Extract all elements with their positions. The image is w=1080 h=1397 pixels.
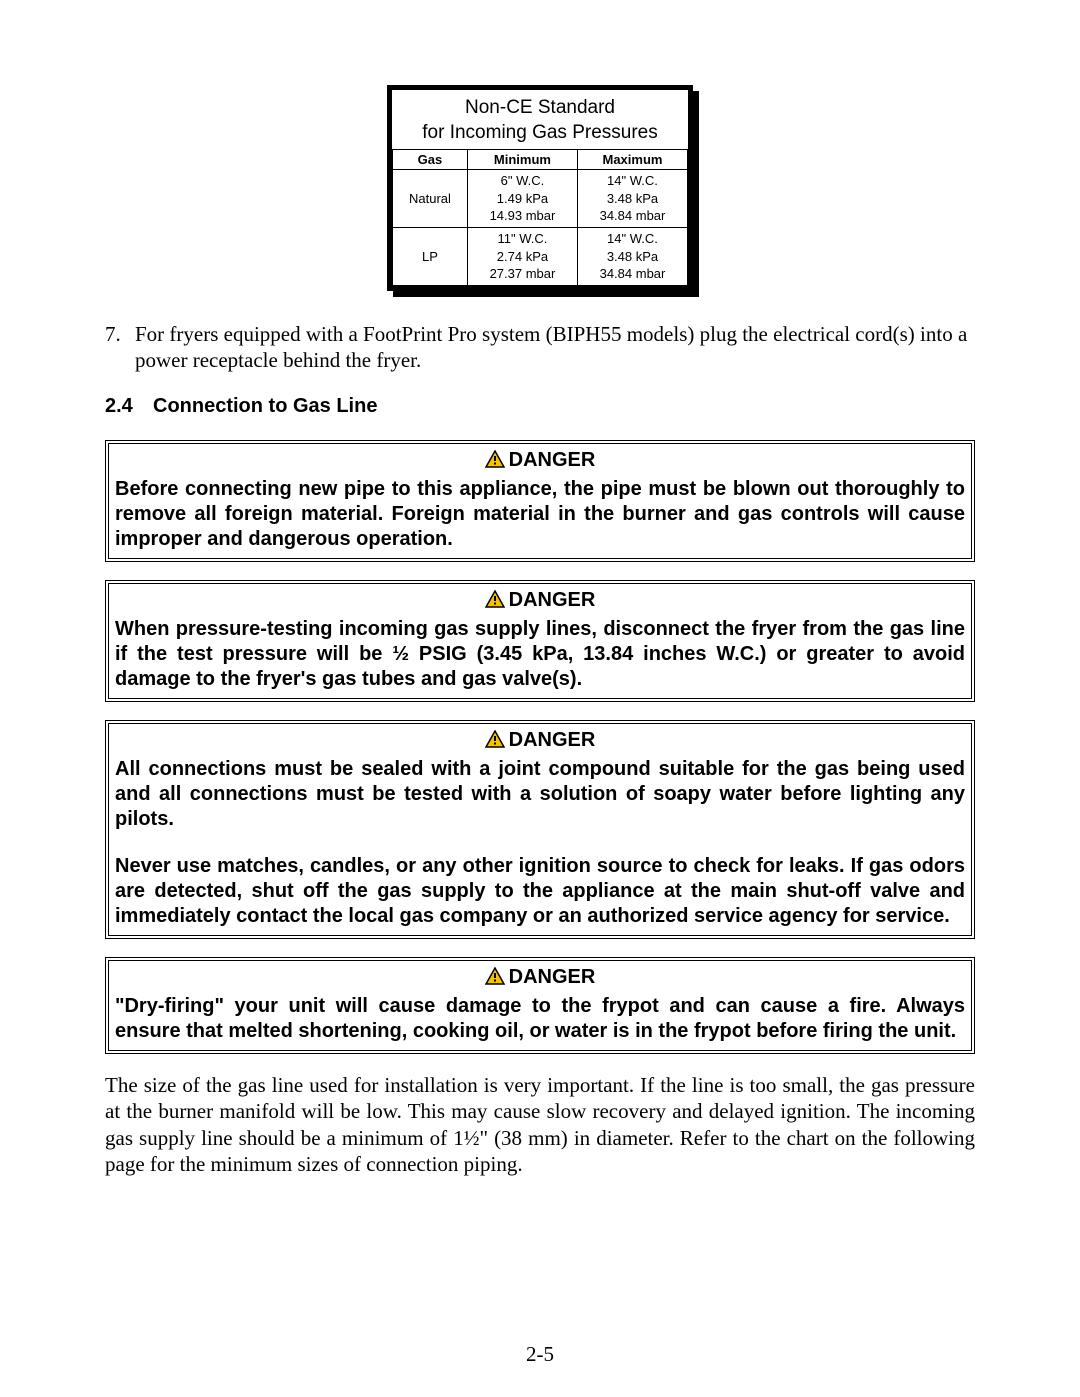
table-title: Non-CE Standard for Incoming Gas Pressur… [392,90,688,149]
table-row: Natural 6" W.C. 1.49 kPa 14.93 mbar 14" … [393,170,688,228]
gas-table: Gas Minimum Maximum Natural 6" W.C. 1.49… [392,149,688,285]
danger-label: DANGER [509,589,596,611]
danger-label: DANGER [509,966,596,988]
page: Non-CE Standard for Incoming Gas Pressur… [0,0,1080,1397]
val: 3.48 kPa [607,191,658,206]
cell-gas: LP [393,228,468,286]
danger-text: All connections must be sealed with a jo… [115,757,965,832]
danger-box-3: DANGER All connections must be sealed wi… [105,720,975,939]
closing-paragraph: The size of the gas line used for instal… [105,1072,975,1177]
val: 1.49 kPa [497,191,548,206]
val: 6" W.C. [501,173,545,188]
gas-pressure-table-container: Non-CE Standard for Incoming Gas Pressur… [387,85,693,291]
cell-max: 14" W.C. 3.48 kPa 34.84 mbar [577,170,687,228]
val: 14.93 mbar [490,208,556,223]
danger-text: When pressure-testing incoming gas suppl… [115,617,965,692]
section-title: Connection to Gas Line [153,395,377,417]
danger-text: Never use matches, candles, or any other… [115,854,965,929]
header-max: Maximum [577,150,687,170]
list-text: For fryers equipped with a FootPrint Pro… [135,321,975,374]
val: 14" W.C. [607,173,658,188]
table-row: LP 11" W.C. 2.74 kPa 27.37 mbar 14" W.C.… [393,228,688,286]
cell-min: 11" W.C. 2.74 kPa 27.37 mbar [467,228,577,286]
gas-pressure-table: Non-CE Standard for Incoming Gas Pressur… [387,85,693,291]
cell-max: 14" W.C. 3.48 kPa 34.84 mbar [577,228,687,286]
danger-text: Before connecting new pipe to this appli… [115,477,965,552]
table-title-line1: Non-CE Standard [465,97,615,118]
danger-heading: DANGER [115,965,965,992]
header-gas: Gas [393,150,468,170]
danger-heading: DANGER [115,588,965,615]
list-number: 7. [105,321,135,374]
danger-box-4: DANGER "Dry-firing" your unit will cause… [105,957,975,1054]
val: 11" W.C. [498,231,548,246]
warning-icon [485,730,505,755]
val: 27.37 mbar [490,266,556,281]
cell-min: 6" W.C. 1.49 kPa 14.93 mbar [467,170,577,228]
val: 3.48 kPa [607,249,658,264]
page-number: 2-5 [0,1342,1080,1367]
danger-heading: DANGER [115,728,965,755]
section-number: 2.4 [105,395,153,418]
danger-heading: DANGER [115,448,965,475]
cell-gas: Natural [393,170,468,228]
val: 14" W.C. [607,231,658,246]
danger-box-1: DANGER Before connecting new pipe to thi… [105,440,975,562]
danger-text: "Dry-firing" your unit will cause damage… [115,994,965,1044]
val: 34.84 mbar [600,266,666,281]
warning-icon [485,967,505,992]
danger-label: DANGER [509,729,596,751]
section-heading: 2.4Connection to Gas Line [105,395,975,418]
table-title-line2: for Incoming Gas Pressures [422,122,657,143]
val: 2.74 kPa [497,249,548,264]
warning-icon [485,590,505,615]
header-min: Minimum [467,150,577,170]
numbered-list-item: 7. For fryers equipped with a FootPrint … [105,321,975,374]
danger-box-2: DANGER When pressure-testing incoming ga… [105,580,975,702]
danger-label: DANGER [509,449,596,471]
table-header-row: Gas Minimum Maximum [393,150,688,170]
warning-icon [485,450,505,475]
val: 34.84 mbar [600,208,666,223]
